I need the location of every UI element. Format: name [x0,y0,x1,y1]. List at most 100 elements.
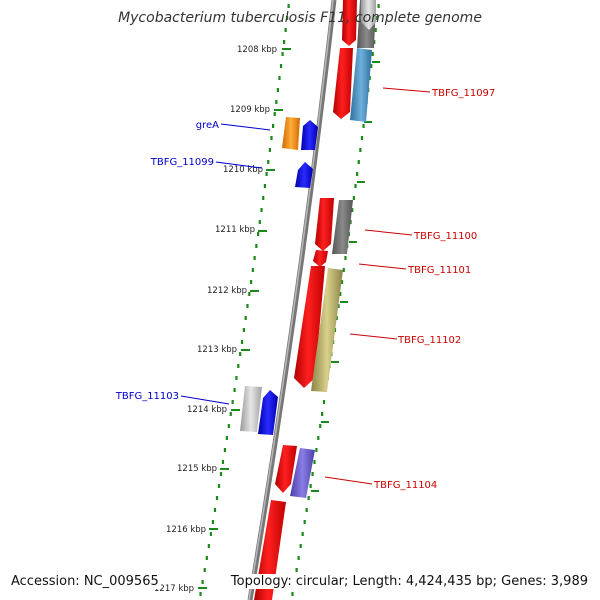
minor-tick [370,64,373,68]
minor-tick [278,76,281,80]
minor-tick [201,580,204,584]
minor-tick [219,472,223,476]
minor-tick [340,280,344,284]
kbp-label: 1208 kbp [237,45,277,55]
gene-forward-red[interactable] [342,0,357,46]
genome-summary: Topology: circular; Length: 4,424,435 bp… [228,574,590,589]
minor-tick [268,148,271,152]
minor-tick [253,256,256,260]
minor-tick [270,136,273,140]
accession-text: Accession: NC_009565 [9,574,161,589]
minor-tick [309,484,312,488]
minor-tick [237,364,240,368]
minor-tick [291,592,294,596]
minor-tick [352,196,355,200]
minor-tick [272,124,275,128]
minor-tick [284,28,287,32]
minor-tick [231,400,234,404]
kbp-label: 1211 kbp [215,225,255,235]
minor-tick [256,232,260,236]
minor-tick [286,16,289,20]
minor-tick [263,184,267,188]
minor-tick [227,424,230,428]
minor-tick [199,592,202,596]
kbp-label: 1216 kbp [166,525,206,535]
minor-tick [339,292,342,296]
minor-tick [359,148,362,152]
gene-grea-blue[interactable] [301,120,318,150]
gene-tbfg-11101[interactable] [313,250,328,267]
label-leaders [180,87,431,485]
genome-backbone [247,0,337,600]
minor-tick [235,376,238,380]
minor-tick [313,460,316,464]
gene-labels: TBFG_11097 greA TBFG_11099 TBFG_11100 TB… [115,88,496,491]
minor-tick [279,64,283,68]
minor-tick [203,568,206,572]
gene-label-tbfg-11097[interactable]: TBFG_11097 [431,88,495,99]
minor-tick [233,388,236,392]
map-title: Mycobacterium tuberculosis F11, complete… [118,10,482,26]
gene-tbfg-11099[interactable] [295,162,313,188]
minor-tick [225,436,228,440]
minor-tick [368,76,371,80]
minor-tick [322,400,326,404]
gene-label-tbfg-11100[interactable]: TBFG_11100 [413,231,477,242]
gene-tbfg-11104-red[interactable] [275,445,297,493]
gene-tbfg-11100-gray[interactable] [332,200,353,254]
minor-tick [282,40,286,44]
gene-label-tbfg-11104[interactable]: TBFG_11104 [373,480,437,491]
minor-tick [321,412,324,416]
minor-tick [242,328,245,332]
kbp-label: 1214 kbp [187,405,227,415]
minor-tick [307,496,310,500]
minor-tick [303,520,306,524]
minor-tick [374,28,377,32]
minor-tick [371,52,374,56]
gene-forward-steel[interactable] [350,48,372,122]
minor-tick [273,112,276,116]
minor-tick [305,508,308,512]
gene-tbfg-11102[interactable] [311,268,343,392]
minor-tick [356,172,359,176]
minor-tick [258,220,261,224]
minor-tick [215,496,219,500]
minor-tick [301,532,304,536]
gene-tbfg-11097[interactable] [333,48,353,119]
minor-tick [317,436,320,440]
minor-tick [251,268,254,272]
minor-tick [211,520,215,524]
gene-forward-light[interactable] [361,0,376,30]
gene-tbfg-11100[interactable] [315,198,334,251]
gene-tbfg-11104[interactable] [290,448,315,498]
gene-label-tbfg-11103[interactable]: TBFG_11103 [115,391,179,402]
minor-tick [223,448,227,452]
minor-tick [244,316,247,320]
minor-tick [275,100,278,104]
kbp-label: 1213 kbp [197,345,237,355]
minor-tick [287,4,290,8]
minor-tick [311,472,314,476]
gene-label-grea[interactable]: greA [196,120,219,131]
gene-label-tbfg-11099[interactable]: TBFG_11099 [150,157,214,168]
kbp-scale: 1208 kbp 1209 kbp 1210 kbp 1211 kbp 1212… [154,45,277,594]
gene-label-tbfg-11101[interactable]: TBFG_11101 [407,265,471,276]
minor-tick [376,16,379,20]
kbp-label: 1215 kbp [177,464,217,474]
minor-tick [337,304,340,308]
genome-backbone-highlight [248,0,334,600]
minor-tick [377,4,380,8]
minor-tick [357,160,360,164]
minor-tick [344,256,347,260]
kbp-label: 1209 kbp [230,105,270,115]
gene-tbfg-11103[interactable] [258,390,278,435]
outer-major-ticks [311,61,380,492]
reverse-genes [240,117,318,435]
minor-tick [209,532,213,536]
gene-grea[interactable] [282,117,300,150]
minor-tick [262,196,265,200]
gene-tbfg-11103-light[interactable] [240,386,262,432]
gene-tbfg-11102-red[interactable] [294,266,325,388]
gene-label-tbfg-11102[interactable]: TBFG_11102 [397,335,461,346]
